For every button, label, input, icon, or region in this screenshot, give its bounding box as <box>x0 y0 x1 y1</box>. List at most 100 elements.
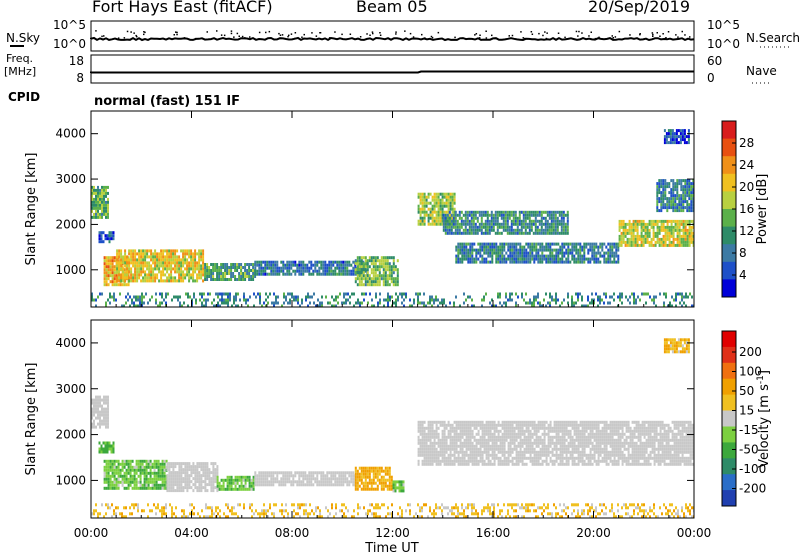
heatmap-cell <box>280 266 283 270</box>
heatmap-cell <box>146 252 149 256</box>
heatmap-cell <box>459 251 462 255</box>
heatmap-cell <box>679 129 682 133</box>
heatmap-cell <box>112 237 115 241</box>
heatmap-cell <box>419 450 422 454</box>
heatmap-cell <box>138 267 141 271</box>
heatmap-cell <box>457 257 460 261</box>
heatmap-cell <box>671 129 674 133</box>
heatmap-cell <box>501 304 503 307</box>
heatmap-cell <box>366 484 369 488</box>
heatmap-cell <box>362 268 365 272</box>
heatmap-cell <box>273 304 275 307</box>
heatmap-cell <box>467 438 470 442</box>
heatmap-cell <box>457 251 460 255</box>
heatmap-cell <box>677 141 680 145</box>
heatmap-cell <box>119 292 121 296</box>
heatmap-cell <box>593 245 596 249</box>
heatmap-cell <box>455 426 458 430</box>
heatmap-cell <box>435 447 438 451</box>
heatmap-cell <box>217 292 219 296</box>
heatmap-cell <box>464 231 467 235</box>
heatmap-cell <box>458 210 461 214</box>
heatmap-cell <box>135 465 138 469</box>
heatmap-cell <box>429 301 431 305</box>
heatmap-cell <box>330 260 333 264</box>
heatmap-cell <box>139 462 142 466</box>
heatmap-cell <box>632 234 635 238</box>
heatmap-cell <box>549 242 552 246</box>
heatmap-cell <box>172 255 175 259</box>
heatmap-cell <box>400 486 403 490</box>
heatmap-cell <box>429 423 432 427</box>
heatmap-cell <box>234 478 237 482</box>
heatmap-cell <box>201 292 203 296</box>
heatmap-cell <box>528 216 531 220</box>
heatmap-cell <box>529 245 532 249</box>
heatmap-cell <box>441 420 444 424</box>
heatmap-cell <box>524 213 527 217</box>
heatmap-cell <box>101 200 103 204</box>
nsearch-point <box>319 32 322 34</box>
heatmap-cell <box>142 279 145 283</box>
heatmap-cell <box>345 301 347 305</box>
heatmap-cell <box>220 263 223 266</box>
heatmap-cell <box>286 477 289 481</box>
heatmap-cell <box>505 260 508 264</box>
heatmap-cell <box>467 432 470 436</box>
heatmap-cell <box>688 243 691 247</box>
heatmap-cell <box>449 213 452 217</box>
heatmap-cell <box>453 462 456 466</box>
heatmap-cell <box>122 276 125 280</box>
heatmap-cell <box>644 222 647 226</box>
heatmap-cell <box>318 260 321 264</box>
heatmap-cell <box>146 276 149 280</box>
heatmap-cell <box>392 262 395 266</box>
heatmap-cell <box>550 210 553 214</box>
heatmap-cell <box>575 301 577 305</box>
heatmap-cell <box>108 231 111 235</box>
heatmap-cell <box>234 475 237 479</box>
heatmap-cell <box>423 420 426 424</box>
heatmap-cell <box>452 216 455 220</box>
heatmap-cell <box>471 444 474 448</box>
heatmap-cell <box>518 231 521 235</box>
heatmap-cell <box>272 474 275 478</box>
heatmap-cell <box>566 213 569 217</box>
heatmap-cell <box>564 231 567 235</box>
heatmap-cell <box>475 453 478 457</box>
heatmap-cell <box>686 179 689 183</box>
heatmap-cell <box>139 486 142 490</box>
heatmap-cell <box>138 273 141 277</box>
heatmap-cell <box>463 248 466 252</box>
heatmap-cell <box>463 456 466 460</box>
heatmap-cell <box>493 248 496 252</box>
heatmap-cell <box>682 188 685 192</box>
heatmap-cell <box>555 251 558 255</box>
heatmap-cell <box>204 275 207 278</box>
heatmap-cell <box>497 248 500 252</box>
heatmap-cell <box>435 459 438 463</box>
heatmap-cell <box>182 273 185 277</box>
heatmap-cell <box>690 234 693 238</box>
heatmap-cell <box>419 219 422 223</box>
heatmap-cell <box>684 206 687 210</box>
heatmap-cell <box>662 225 665 229</box>
nsearch-point <box>288 34 290 37</box>
heatmap-cell <box>454 228 457 232</box>
heatmap-cell <box>624 225 627 229</box>
heatmap-cell <box>565 260 568 264</box>
heatmap-cell <box>113 274 116 278</box>
heatmap-cell <box>469 456 472 460</box>
heatmap-cell <box>523 260 526 264</box>
heatmap-cell <box>679 135 682 139</box>
heatmap-cell <box>577 295 579 299</box>
heatmap-cell <box>670 179 673 183</box>
heatmap-cell <box>530 225 533 229</box>
heatmap-cell <box>342 483 345 487</box>
heatmap-cell <box>265 304 267 307</box>
heatmap-cell <box>236 278 239 281</box>
heatmap-cell <box>601 242 604 246</box>
heatmap-cell <box>429 450 432 454</box>
heatmap-cell <box>243 292 245 296</box>
heatmap-cell <box>493 251 496 255</box>
